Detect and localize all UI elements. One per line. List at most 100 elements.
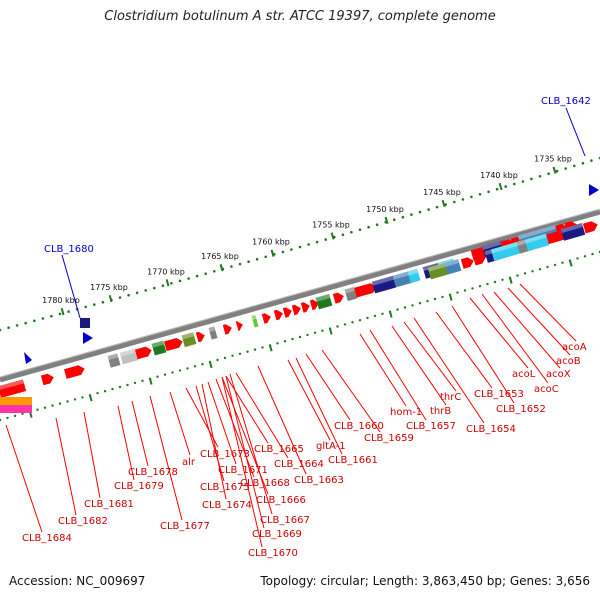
label-leader-line xyxy=(435,311,493,389)
scale-dot xyxy=(504,185,508,188)
inner-tick-ring xyxy=(0,250,600,422)
inner-dot xyxy=(493,280,497,284)
inner-tick xyxy=(269,345,273,352)
inner-dot xyxy=(276,342,279,345)
scale-dot xyxy=(298,245,302,249)
scale-dot xyxy=(375,223,379,226)
gene-arrow xyxy=(460,257,474,269)
scale-dot xyxy=(521,180,525,183)
gene-label: CLB_1671 xyxy=(218,465,268,476)
gene-label: CLB_1675 xyxy=(200,482,250,493)
gene-shine xyxy=(119,348,137,357)
inner-dot xyxy=(366,316,369,320)
gene-label: CLB_1678 xyxy=(128,467,178,478)
gene-shine xyxy=(444,259,460,267)
gene-feature xyxy=(524,233,550,252)
inner-dot xyxy=(343,323,347,326)
inner-dot xyxy=(216,358,219,362)
gene-arrow xyxy=(222,324,232,335)
inner-dot xyxy=(6,416,9,420)
scale-ring: 1780 kbp 1775 kbp 1770 kbp 1765 kbp 1760 kbp… xyxy=(0,155,600,332)
inner-dot xyxy=(478,285,482,288)
gene-feature xyxy=(163,338,183,352)
scale-tick xyxy=(60,307,65,316)
gene-arrow xyxy=(582,221,598,234)
scale-dot xyxy=(513,182,516,186)
scale-dot xyxy=(247,260,250,264)
gene-arrow xyxy=(354,283,377,298)
label-leader-line xyxy=(451,305,515,404)
inner-dot xyxy=(561,261,564,264)
gene-label: CLB_1681 xyxy=(84,499,134,510)
gene-label: CLB_1668 xyxy=(240,478,290,489)
inner-dot xyxy=(471,287,474,290)
inner-dot xyxy=(396,308,399,311)
gene-box xyxy=(0,397,32,405)
gene-box xyxy=(524,233,550,252)
scale-dot xyxy=(153,286,156,290)
gene-feature xyxy=(222,324,232,335)
scale-label: 1750 kbp xyxy=(366,205,404,214)
scale-dot xyxy=(418,210,422,214)
gene-feature xyxy=(427,262,449,280)
label-leader-line xyxy=(169,391,191,456)
inner-dot xyxy=(538,268,542,271)
scale-dot xyxy=(393,218,396,221)
inner-dot xyxy=(0,418,2,422)
callout-arrow xyxy=(83,332,93,344)
inner-tick xyxy=(449,294,453,301)
label-leader-line xyxy=(55,417,77,516)
gene-feature xyxy=(261,313,271,324)
inner-tick xyxy=(509,277,513,284)
inner-dot xyxy=(433,297,437,301)
label-leader-line xyxy=(221,376,263,548)
scale-dot xyxy=(461,198,465,201)
label-leader-line xyxy=(413,317,485,424)
gene-label: CLB_1657 xyxy=(406,421,456,432)
gene-shine xyxy=(208,326,216,332)
scale-dot xyxy=(135,291,139,295)
gene-arrow xyxy=(163,338,183,352)
gene-arrow xyxy=(273,309,283,321)
scale-dot xyxy=(315,240,319,244)
gene-feature xyxy=(291,304,301,316)
scale-label: 1755 kbp xyxy=(312,221,350,230)
inner-dot xyxy=(223,356,227,360)
scale-dot xyxy=(324,238,328,241)
scale-dot xyxy=(573,164,576,168)
inner-dot xyxy=(156,375,159,378)
inner-dot xyxy=(201,363,204,366)
inner-dot xyxy=(523,272,527,275)
backbone-ring xyxy=(0,209,600,383)
scale-dot xyxy=(478,193,482,196)
gene-box xyxy=(407,268,421,284)
inner-dot xyxy=(246,350,249,353)
scale-label: 1760 kbp xyxy=(252,238,290,247)
gene-feature xyxy=(0,379,27,398)
inner-tick xyxy=(329,328,333,335)
scale-dot xyxy=(93,303,96,306)
scale-dot xyxy=(453,200,456,204)
gene-label: acoA xyxy=(562,342,587,353)
label-leader-line xyxy=(507,287,571,356)
inner-tick xyxy=(149,378,153,385)
inner-dot xyxy=(358,319,362,322)
inner-dot xyxy=(313,331,317,334)
label-leader-line xyxy=(117,405,135,481)
gene-label: CLB_1679 xyxy=(114,481,164,492)
gene-label-layer: CLB_1684 CLB_1682 CLB_1681 CLB_1679 CLB_1678… xyxy=(5,283,587,559)
scale-tick xyxy=(441,199,446,208)
label-leader-line xyxy=(369,329,427,421)
inner-tick xyxy=(209,361,213,369)
inner-dot xyxy=(58,402,62,405)
gene-feature xyxy=(344,286,358,302)
label-leader-line xyxy=(5,424,43,533)
label-leader-line xyxy=(257,365,307,475)
gene-label: CLB_1684 xyxy=(22,533,72,544)
inner-dot xyxy=(126,383,129,387)
scale-dot xyxy=(487,190,490,194)
gene-feature xyxy=(392,271,412,288)
inner-dot xyxy=(186,367,189,370)
gene-box xyxy=(181,332,197,348)
gene-feature xyxy=(332,292,344,304)
